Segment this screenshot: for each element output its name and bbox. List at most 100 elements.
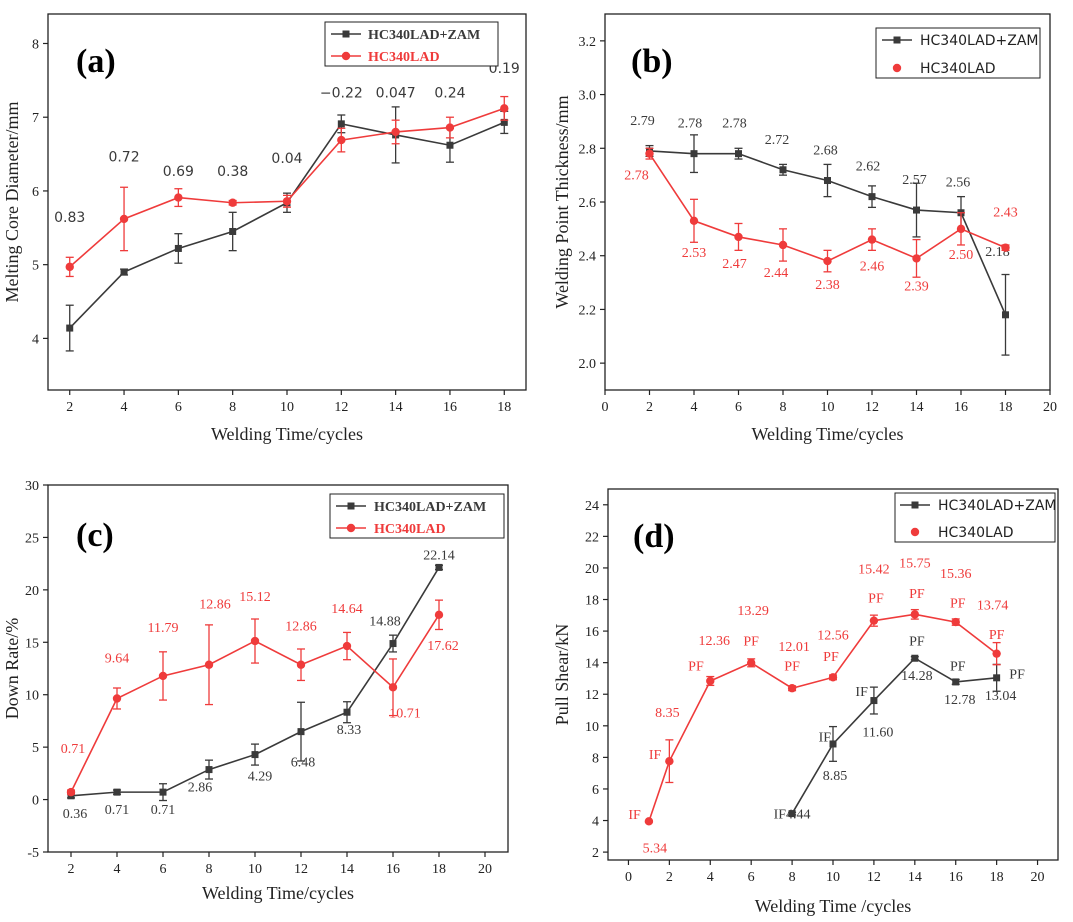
panel-label: (c) (76, 517, 114, 554)
x-tick-label: 2 (66, 400, 73, 415)
data-point (911, 654, 919, 662)
y-axis-label: Melting Core Diameter/mm (2, 102, 22, 303)
panel-label: (a) (76, 43, 116, 80)
data-point (951, 617, 960, 627)
x-tick-label: 2 (646, 400, 653, 415)
data-point (778, 240, 788, 250)
x-tick-label: 10 (826, 870, 840, 885)
data-point (644, 817, 654, 826)
data-point (788, 810, 796, 818)
data-point (120, 268, 128, 276)
data-label: 4.29 (248, 770, 273, 785)
data-point (870, 697, 878, 705)
legend-marker (347, 502, 355, 510)
x-tick-label: 18 (990, 870, 1004, 885)
data-point (389, 640, 397, 648)
x-tick-label: 16 (954, 400, 968, 415)
annotation-label: PF (950, 660, 966, 675)
x-tick-label: 16 (443, 400, 457, 415)
y-tick-label: 10 (585, 720, 599, 735)
x-tick-label: 6 (175, 400, 182, 415)
data-label: 8.85 (823, 769, 848, 784)
data-point (823, 256, 832, 266)
y-tick-label: 12 (585, 688, 599, 703)
x-tick-label: 16 (949, 870, 963, 885)
data-label: 2.78 (624, 169, 649, 184)
x-tick-label: 20 (478, 862, 492, 877)
data-label: 5.34 (643, 841, 668, 856)
data-point (867, 235, 877, 244)
x-tick-label: 10 (248, 862, 262, 877)
x-tick-label: 2 (68, 862, 75, 877)
data-label: 14.64 (331, 602, 363, 617)
x-axis-label: Welding Time /cycles (755, 896, 912, 916)
data-point (446, 141, 454, 149)
data-point (434, 610, 444, 620)
data-label: 0.71 (105, 803, 130, 818)
x-tick-label: 20 (1043, 400, 1057, 415)
y-tick-label: 3.0 (579, 89, 597, 104)
data-point (204, 660, 214, 669)
data-label: 8.33 (337, 723, 362, 738)
data-point (787, 684, 797, 693)
data-point (388, 683, 398, 692)
data-point (912, 254, 921, 263)
data-label: 2.39 (904, 279, 929, 294)
y-tick-label: 8 (592, 751, 599, 766)
data-label: 2.72 (765, 133, 790, 148)
legend-label: HC340LAD+ZAM (920, 33, 1038, 49)
data-label: 11.79 (148, 621, 179, 636)
data-label: 15.75 (899, 556, 931, 571)
series-line (69, 107, 505, 268)
legend-marker (911, 501, 919, 509)
data-point (228, 198, 237, 207)
x-tick-label: 6 (160, 862, 167, 877)
x-tick-label: 10 (821, 400, 835, 415)
legend-marker (892, 63, 902, 73)
legend-box (894, 492, 1056, 543)
annotation-label: 0.72 (108, 149, 139, 165)
series-line (648, 613, 998, 822)
data-point (251, 751, 259, 759)
x-tick-label: 12 (294, 862, 308, 877)
y-tick-label: 20 (585, 562, 599, 577)
data-point (868, 193, 876, 201)
y-tick-label: 5 (32, 741, 39, 756)
data-label: 2.68 (813, 144, 838, 159)
data-point (435, 563, 443, 571)
data-label: 2.43 (993, 206, 1018, 221)
x-tick-label: 20 (1031, 870, 1045, 885)
x-tick-label: 14 (389, 400, 403, 415)
panel-label: (b) (631, 43, 673, 80)
x-tick-label: 8 (229, 400, 236, 415)
data-point (250, 636, 260, 646)
data-point (829, 740, 837, 748)
data-point (910, 610, 920, 619)
data-label: 8.35 (655, 706, 680, 721)
series-line (791, 657, 997, 814)
series-zam (65, 106, 509, 352)
panel-label: (d) (633, 518, 675, 555)
annotation-label: PF (909, 587, 925, 602)
annotation-label: IF (649, 748, 662, 763)
annotation-label: 0.047 (376, 85, 416, 101)
data-label: 2.38 (815, 278, 840, 293)
x-tick-label: 14 (340, 862, 354, 877)
data-label: 2.56 (946, 176, 971, 191)
y-tick-label: 24 (585, 499, 599, 514)
data-label: 2.50 (949, 248, 974, 263)
series-zam: IF4.44 8.85 11.60 14.28 12.78 13.04 (774, 654, 1016, 823)
y-axis-label: Pull Shear/kN (552, 624, 572, 726)
x-tick-label: 18 (432, 862, 446, 877)
data-point (1001, 243, 1010, 252)
legend-label: HC340LAD+ZAM (374, 500, 486, 515)
data-point (500, 104, 509, 113)
legend: HC340LAD+ZAM HC340LAD (324, 21, 499, 67)
data-point (119, 214, 129, 224)
y-tick-label: 2.8 (579, 142, 597, 157)
data-point (229, 227, 237, 235)
x-tick-label: 4 (707, 870, 714, 885)
data-label: 12.78 (944, 693, 976, 708)
annotation-label: PF (688, 660, 704, 675)
